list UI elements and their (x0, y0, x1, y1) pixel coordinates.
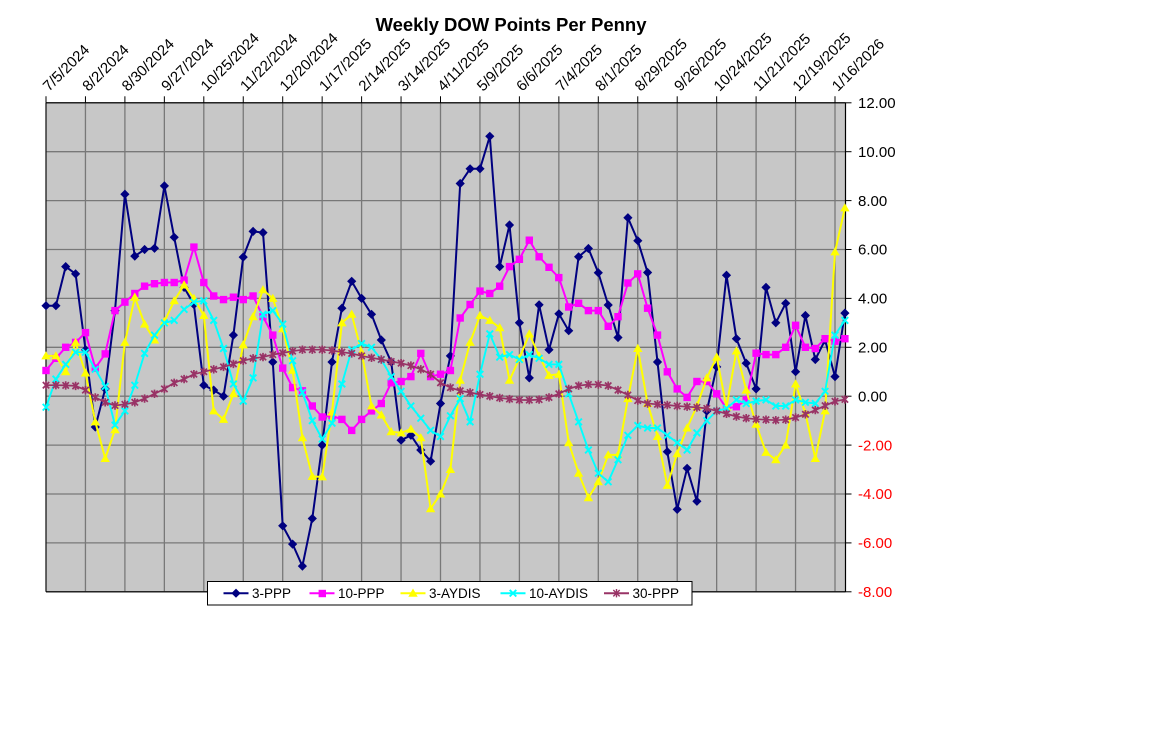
svg-text:10-PPP: 10-PPP (338, 586, 385, 601)
svg-text:2.00: 2.00 (858, 340, 887, 357)
svg-text:30-PPP: 30-PPP (633, 586, 680, 601)
svg-text:3-AYDIS: 3-AYDIS (429, 586, 481, 601)
svg-text:4.00: 4.00 (858, 291, 887, 308)
svg-text:6.00: 6.00 (858, 242, 887, 259)
svg-text:Weekly DOW Points Per Penny: Weekly DOW Points Per Penny (375, 14, 647, 35)
svg-text:10-AYDIS: 10-AYDIS (529, 586, 588, 601)
svg-text:3-PPP: 3-PPP (252, 586, 291, 601)
svg-text:-6.00: -6.00 (858, 535, 892, 552)
svg-text:10.00: 10.00 (858, 144, 896, 161)
svg-text:8.00: 8.00 (858, 193, 887, 210)
svg-text:-2.00: -2.00 (858, 437, 892, 454)
svg-text:0.00: 0.00 (858, 388, 887, 405)
svg-text:-8.00: -8.00 (858, 584, 892, 601)
svg-text:-4.00: -4.00 (858, 486, 892, 503)
svg-text:12.00: 12.00 (858, 95, 896, 112)
